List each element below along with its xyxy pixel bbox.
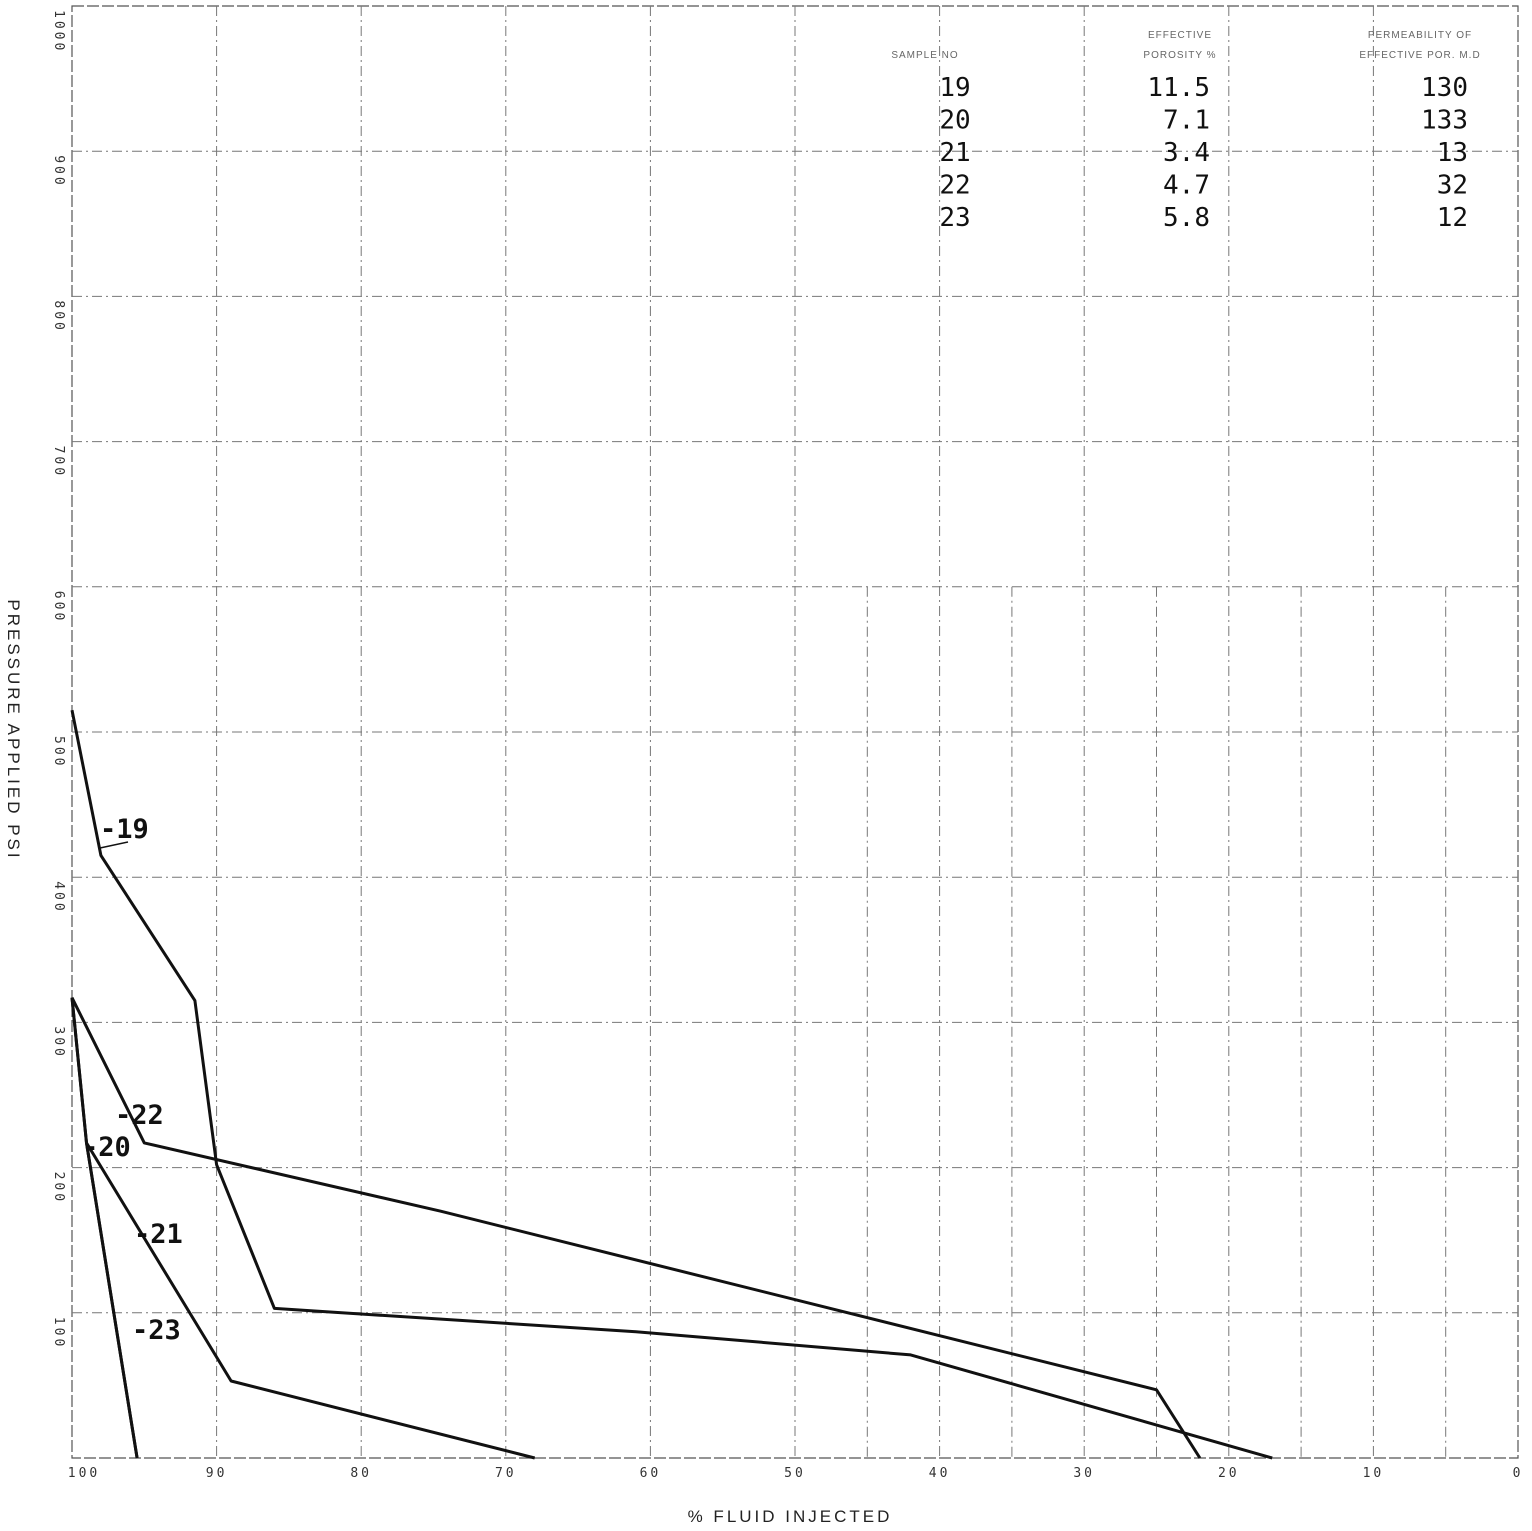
table-cell: 21	[939, 138, 970, 168]
x-tick-label: 70	[495, 1466, 517, 1481]
x-tick-label: 40	[929, 1466, 951, 1481]
x-tick-label: 30	[1073, 1466, 1095, 1481]
y-tick-label: 1000	[51, 10, 66, 53]
table-header: POROSITY %	[1143, 50, 1216, 61]
grid	[71, 5, 1519, 1459]
x-tick-label: 10	[1363, 1466, 1385, 1481]
series-label-21: -21	[134, 1219, 183, 1250]
table-cell: 133	[1421, 106, 1468, 136]
y-tick-label: 600	[51, 591, 66, 623]
series-line-23	[70, 997, 139, 1459]
x-tick-label: 60	[640, 1466, 662, 1481]
table-cell: 5.8	[1163, 203, 1210, 233]
table-cell: 4.7	[1163, 171, 1210, 201]
series-line-21	[85, 1142, 536, 1460]
table-cell: 32	[1437, 171, 1468, 201]
series-label-20: -20	[82, 1132, 131, 1163]
y-tick-label: 900	[51, 155, 66, 187]
table-cell: 3.4	[1163, 138, 1210, 168]
table-header: EFFECTIVE	[1148, 30, 1212, 41]
series-label-19: -19	[100, 814, 149, 845]
y-tick-label: 100	[51, 1317, 66, 1349]
series-label-22: -22	[115, 1100, 164, 1131]
table-cell: 13	[1437, 138, 1468, 168]
curves	[70, 709, 1273, 1460]
x-tick-label: 20	[1218, 1466, 1240, 1481]
y-tick-label: 400	[51, 881, 66, 913]
x-tick-label: 0	[1513, 1466, 1524, 1481]
table-cell: 7.1	[1163, 106, 1210, 136]
y-tick-label: 300	[51, 1026, 66, 1058]
table-header: EFFECTIVE POR. M.D	[1359, 50, 1480, 61]
x-tick-label: 100	[68, 1466, 100, 1481]
table-cell: 22	[939, 171, 970, 201]
y-tick-label: 200	[51, 1172, 66, 1204]
series-labels: -19 -20 -21 -22 -23	[82, 814, 183, 1346]
table-cell: 19	[939, 73, 970, 103]
y-tick-label: 800	[51, 300, 66, 332]
table-header: PERMEABILITY OF	[1368, 30, 1472, 41]
table-cell: 23	[939, 203, 970, 233]
y-axis-title: PRESSURE APPLIED PSI	[4, 599, 23, 860]
x-axis-title: % FLUID INJECTED	[688, 1507, 893, 1526]
y-tick-label: 700	[51, 446, 66, 478]
x-axis-ticks: 100 90 80 70 60 50 40 30 20 10 0	[68, 1466, 1524, 1481]
sample-table: SAMPLE NO EFFECTIVE POROSITY % PERMEABILITY…	[891, 30, 1480, 233]
x-tick-label: 50	[784, 1466, 806, 1481]
x-tick-label: 90	[206, 1466, 228, 1481]
y-tick-label: 500	[51, 736, 66, 768]
series-line-19	[70, 709, 1273, 1460]
table-cell: 12	[1437, 203, 1468, 233]
series-label-23: -23	[132, 1315, 181, 1346]
table-cell: 20	[939, 106, 970, 136]
series-line-22	[70, 997, 1202, 1459]
table-cell: 130	[1421, 73, 1468, 103]
table-cell: 11.5	[1147, 73, 1210, 103]
label-leader	[99, 841, 129, 849]
y-axis-ticks: 100 200 300 400 500 600 700 800 900 1000	[51, 10, 66, 1349]
table-header: SAMPLE NO	[891, 50, 958, 61]
x-tick-label: 80	[350, 1466, 372, 1481]
